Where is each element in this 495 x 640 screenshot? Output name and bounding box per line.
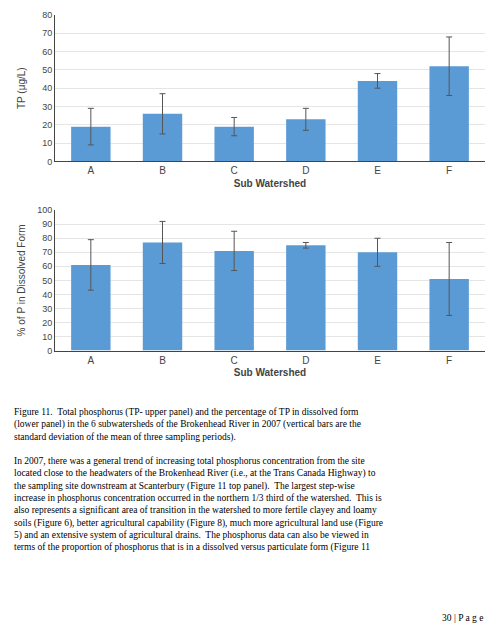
svg-text:40: 40 xyxy=(42,83,52,93)
svg-text:Sub Watershed: Sub Watershed xyxy=(234,367,306,378)
svg-text:0: 0 xyxy=(47,157,52,167)
svg-text:60: 60 xyxy=(42,47,52,57)
svg-text:A: A xyxy=(87,355,94,366)
svg-text:30 | P a g e: 30 | P a g e xyxy=(442,613,483,623)
svg-text:80: 80 xyxy=(42,233,52,243)
svg-text:30: 30 xyxy=(42,102,52,112)
svg-text:F: F xyxy=(446,165,452,176)
svg-text:% of P in Dissolved Form: % of P in Dissolved Form xyxy=(16,224,27,336)
svg-text:70: 70 xyxy=(42,28,52,38)
svg-text:Figure 11. Total phosphorus (: Figure 11. Total phosphorus (TP- upper p… xyxy=(14,407,361,443)
svg-text:40: 40 xyxy=(42,290,52,300)
svg-text:90: 90 xyxy=(42,219,52,229)
svg-text:20: 20 xyxy=(42,318,52,328)
svg-text:60: 60 xyxy=(42,261,52,271)
svg-text:100: 100 xyxy=(37,205,52,215)
svg-text:10: 10 xyxy=(42,332,52,342)
svg-text:50: 50 xyxy=(42,276,52,286)
svg-text:TP (μg/L): TP (μg/L) xyxy=(16,67,27,109)
svg-text:Sub Watershed: Sub Watershed xyxy=(234,178,306,189)
svg-text:B: B xyxy=(159,165,166,176)
svg-text:D: D xyxy=(302,355,309,366)
svg-text:50: 50 xyxy=(42,65,52,75)
svg-text:C: C xyxy=(231,165,238,176)
svg-text:80: 80 xyxy=(42,10,52,20)
svg-text:30: 30 xyxy=(42,304,52,314)
svg-text:C: C xyxy=(231,355,238,366)
svg-text:B: B xyxy=(159,355,166,366)
svg-text:70: 70 xyxy=(42,247,52,257)
svg-text:In 2007, there was a general t: In 2007, there was a general trend of in… xyxy=(14,456,383,553)
svg-text:E: E xyxy=(374,165,381,176)
svg-text:F: F xyxy=(446,355,452,366)
svg-text:0: 0 xyxy=(47,346,52,356)
svg-text:D: D xyxy=(302,165,309,176)
svg-text:10: 10 xyxy=(42,138,52,148)
svg-text:E: E xyxy=(374,355,381,366)
svg-text:A: A xyxy=(87,165,94,176)
svg-text:20: 20 xyxy=(42,120,52,130)
